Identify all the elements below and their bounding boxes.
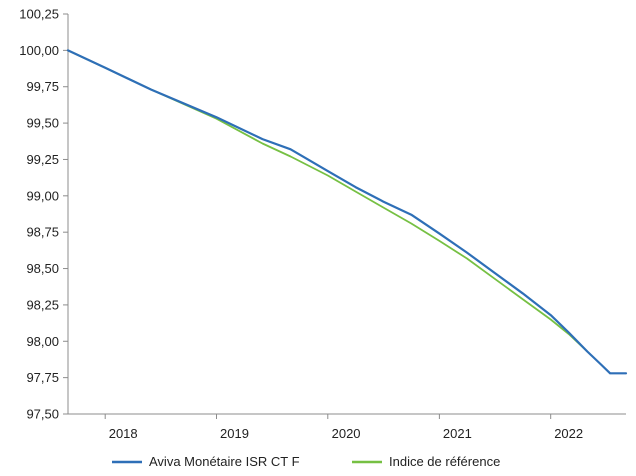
series-line-1 — [66, 49, 628, 375]
y-tick-label: 98,00 — [26, 334, 59, 349]
series-lines — [66, 49, 628, 375]
series-line-2 — [67, 49, 589, 353]
y-tick-label: 100,00 — [19, 43, 59, 58]
x-tick-label: 2020 — [332, 426, 361, 441]
y-axis-ticks: 97,50 97,75 98,00 98,25 98,50 98,75 99,00 99,25… — [19, 7, 68, 422]
y-tick-label: 98,75 — [26, 225, 59, 240]
y-tick-label: 100,25 — [19, 7, 59, 22]
x-tick-label: 2019 — [220, 426, 249, 441]
x-tick-label: 2021 — [443, 426, 472, 441]
y-tick-label: 97,75 — [26, 370, 59, 385]
axes — [67, 14, 626, 415]
y-tick-label: 97,50 — [26, 407, 59, 422]
legend: Aviva Monétaire ISR CT F Indice de référe… — [112, 454, 500, 469]
y-tick-label: 98,25 — [26, 297, 59, 312]
y-tick-label: 99,75 — [26, 79, 59, 94]
x-tick-label: 2018 — [109, 426, 138, 441]
y-tick-label: 99,00 — [26, 188, 59, 203]
x-axis-ticks: 2018 2019 2020 2021 2022 — [104, 414, 583, 441]
y-tick-label: 98,50 — [26, 261, 59, 276]
y-tick-label: 99,50 — [26, 116, 59, 131]
legend-label-2: Indice de référence — [389, 454, 500, 469]
x-tick-label: 2022 — [554, 426, 583, 441]
y-tick-label: 99,25 — [26, 152, 59, 167]
legend-label-1: Aviva Monétaire ISR CT F — [149, 454, 300, 469]
